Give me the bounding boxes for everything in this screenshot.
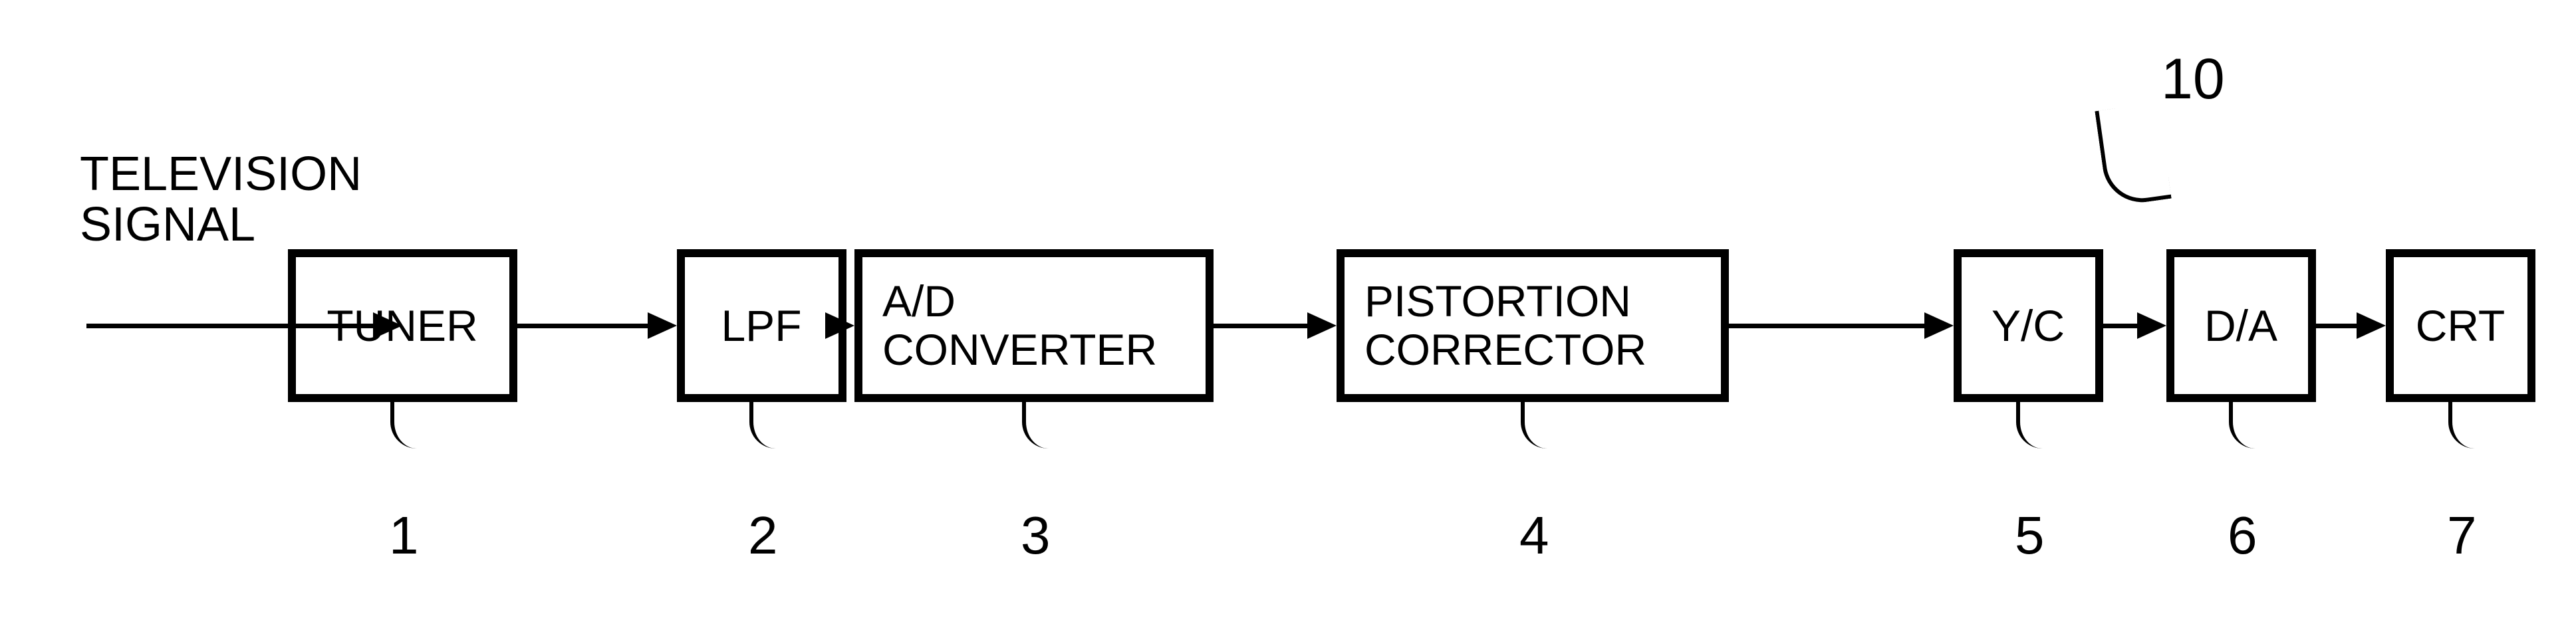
lpf-ref-tail (749, 402, 777, 449)
arrow-line (1729, 324, 1924, 328)
arrow-line (2316, 324, 2357, 328)
crt-ref-tail (2448, 402, 2476, 449)
da-block: D/A (2166, 249, 2316, 402)
input-signal-label: TELEVISION SIGNAL (80, 150, 362, 250)
crt-block: CRT (2386, 249, 2535, 402)
adc-ref-number: 3 (1021, 505, 1051, 566)
adc-label: A/D CONVERTER (882, 277, 1157, 373)
yc-ref-number: 5 (2015, 505, 2045, 566)
diagram-stage: 10 TELEVISION SIGNAL TUNER LPF A/D CONVERT… (0, 0, 2576, 618)
tuner-block: TUNER (288, 249, 517, 402)
lpf-label: LPF (721, 302, 801, 350)
dist-block: PISTORTION CORRECTOR (1337, 249, 1729, 402)
crt-label: CRT (2416, 302, 2505, 350)
figure-ref-label: 10 (2161, 47, 2225, 112)
figure-ref-leader (2095, 102, 2171, 207)
tuner-label: TUNER (326, 302, 477, 350)
da-ref-tail (2229, 402, 2257, 449)
lpf-ref-number: 2 (748, 505, 778, 566)
adc-ref-tail (1022, 402, 1050, 449)
tuner-ref-tail (390, 402, 418, 449)
arrow-head-icon (648, 312, 677, 339)
arrow-line (1214, 324, 1307, 328)
dist-label: PISTORTION CORRECTOR (1364, 277, 1646, 373)
tuner-ref-number: 1 (389, 505, 419, 566)
arrow-line (2103, 324, 2137, 328)
da-label: D/A (2204, 302, 2277, 350)
arrow-head-icon (1924, 312, 1954, 339)
lpf-block: LPF (677, 249, 846, 402)
dist-ref-number: 4 (1519, 505, 1549, 566)
adc-block: A/D CONVERTER (854, 249, 1214, 402)
arrow-head-icon (1307, 312, 1337, 339)
da-ref-number: 6 (2228, 505, 2257, 566)
yc-block: Y/C (1954, 249, 2103, 402)
yc-label: Y/C (1992, 302, 2065, 350)
arrow-line (517, 324, 648, 328)
arrow-head-icon (2137, 312, 2166, 339)
dist-ref-tail (1521, 402, 1549, 449)
yc-ref-tail (2016, 402, 2044, 449)
crt-ref-number: 7 (2447, 505, 2477, 566)
arrow-head-icon (2357, 312, 2386, 339)
